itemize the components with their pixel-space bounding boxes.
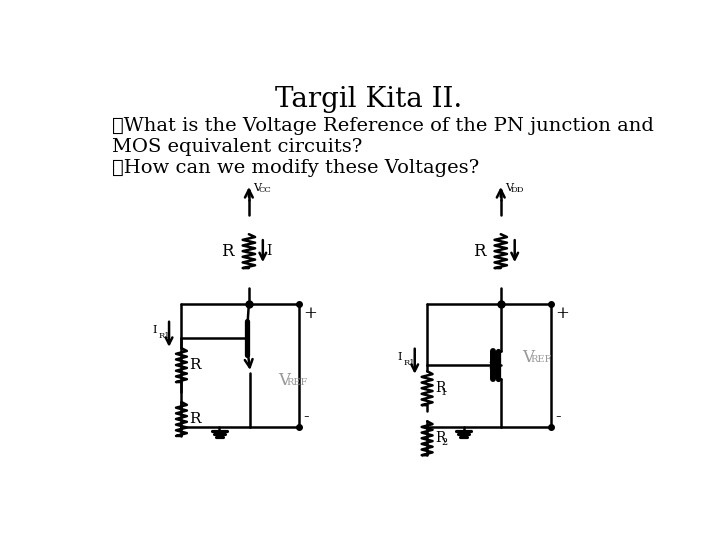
- Text: V: V: [253, 183, 261, 193]
- Text: R: R: [435, 431, 445, 446]
- Text: V: V: [505, 183, 513, 193]
- Text: R: R: [189, 358, 201, 372]
- Text: DD: DD: [510, 186, 524, 194]
- Text: I: I: [152, 326, 156, 335]
- Text: R: R: [435, 381, 445, 395]
- Text: +: +: [303, 305, 317, 322]
- Text: R: R: [221, 242, 233, 260]
- Text: V: V: [523, 349, 534, 366]
- Text: -: -: [555, 408, 561, 425]
- Text: I: I: [397, 353, 402, 362]
- Text: V: V: [279, 372, 290, 389]
- Text: ➤How can we modify these Voltages?: ➤How can we modify these Voltages?: [112, 159, 479, 177]
- Text: R1: R1: [404, 359, 415, 367]
- Text: -: -: [303, 408, 309, 425]
- Text: R: R: [473, 242, 485, 260]
- Text: I: I: [266, 244, 271, 258]
- Text: 2: 2: [441, 437, 447, 447]
- Text: MOS equivalent circuits?: MOS equivalent circuits?: [112, 138, 362, 156]
- Text: R1: R1: [158, 332, 170, 340]
- Text: 1: 1: [441, 388, 447, 396]
- Text: CC: CC: [259, 186, 271, 194]
- Text: +: +: [555, 305, 569, 322]
- Text: Targil Kita II.: Targil Kita II.: [275, 86, 463, 113]
- Text: REF: REF: [530, 355, 552, 364]
- Text: REF: REF: [286, 379, 307, 387]
- Text: R: R: [189, 412, 201, 426]
- Text: ➤What is the Voltage Reference of the PN junction and: ➤What is the Voltage Reference of the PN…: [112, 117, 654, 135]
